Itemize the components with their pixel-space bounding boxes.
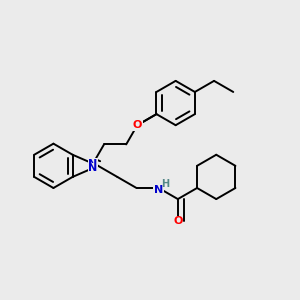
Text: O: O	[133, 120, 142, 130]
Text: N: N	[88, 159, 98, 169]
Text: H: H	[162, 179, 170, 189]
Text: N: N	[88, 163, 98, 173]
Text: O: O	[173, 216, 182, 226]
Text: N: N	[154, 184, 163, 195]
